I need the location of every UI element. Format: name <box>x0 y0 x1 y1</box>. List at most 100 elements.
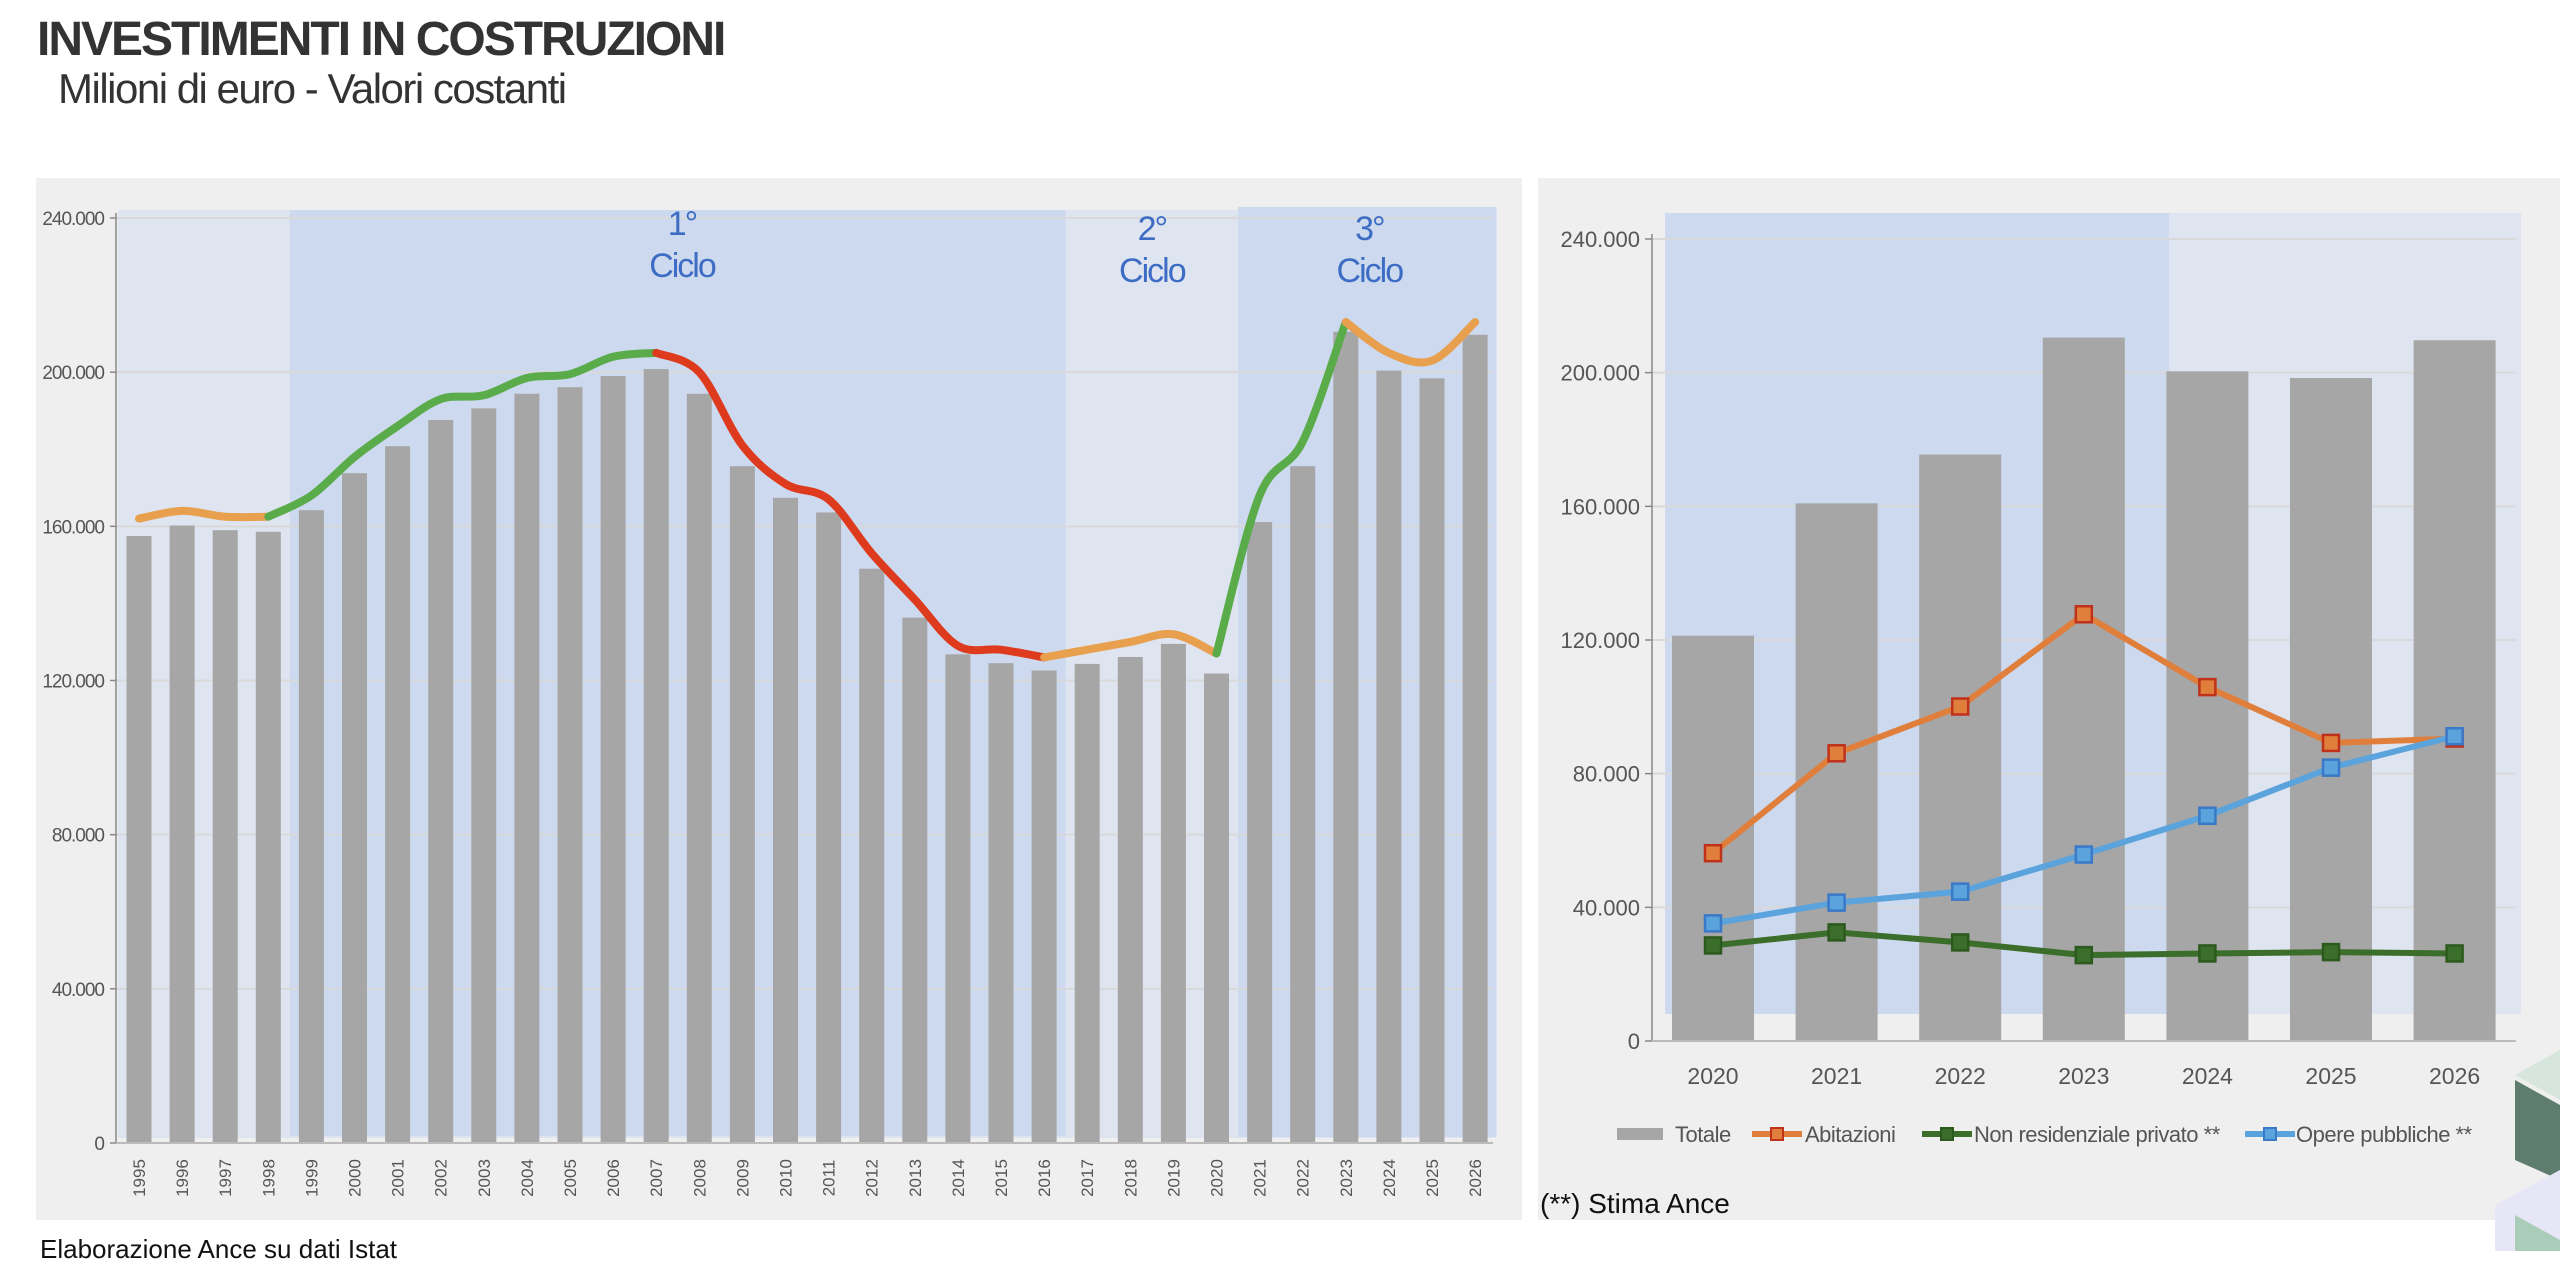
trend-segment-2020-2023 <box>1212 318 1350 658</box>
bar-2004 <box>514 393 540 1143</box>
y-tick-label: 0 <box>94 1134 104 1155</box>
x-tick-label: 2004 <box>518 1159 537 1197</box>
marker-point <box>2198 806 2217 826</box>
bar-2013 <box>902 617 928 1143</box>
bar-2017 <box>1074 663 1100 1143</box>
y-tick-label: 160.000 <box>1560 494 1640 519</box>
bar-1999 <box>298 510 324 1143</box>
bar-2018 <box>1117 656 1143 1143</box>
page-subtitle: Milioni di euro - Valori costanti <box>58 65 567 112</box>
x-tick-label: 2008 <box>690 1159 709 1197</box>
x-tick-label: 2020 <box>1687 1063 1738 1089</box>
bar-2007 <box>643 369 669 1143</box>
x-tick-label: 2012 <box>863 1159 882 1197</box>
x-tick-label: 1997 <box>216 1159 235 1197</box>
y-tick-label: 240.000 <box>1560 227 1640 252</box>
bar-1998 <box>255 531 281 1143</box>
bar-2006 <box>600 376 626 1143</box>
bar-2022 <box>1290 466 1316 1143</box>
bar-totale-2026 <box>2413 340 2496 1041</box>
x-tick-label: 2011 <box>820 1160 839 1197</box>
x-tick-label: 2026 <box>1466 1159 1485 1197</box>
y-tick-label: 200.000 <box>1560 361 1640 386</box>
bar-2016 <box>1031 670 1057 1143</box>
cycle-band <box>289 210 1066 1136</box>
bar-2021 <box>1247 522 1273 1143</box>
legend-label: Non residenziale privato ** <box>1974 1122 2221 1147</box>
x-tick-label: 2025 <box>2305 1063 2356 1089</box>
trend-segment-2023-2026 <box>1341 318 1480 367</box>
y-tick-label: 0 <box>1628 1029 1640 1054</box>
legend-label: Totale <box>1675 1122 1731 1147</box>
bar-2024 <box>1376 370 1402 1143</box>
cycle-band <box>1238 207 1497 1137</box>
bar-2002 <box>428 419 454 1143</box>
marker-point <box>1827 744 1846 763</box>
estimate-note: (**) Stima Ance <box>1540 1188 1730 1219</box>
y-tick-label: 40.000 <box>52 980 105 1001</box>
x-tick-label: 2005 <box>561 1159 580 1197</box>
trend-segment-1995-1998 <box>135 506 273 523</box>
x-tick-label: 2024 <box>1380 1159 1399 1197</box>
marker-point <box>2074 945 2094 965</box>
x-tick-label: 2019 <box>1164 1159 1183 1197</box>
marker-point <box>1703 914 1723 933</box>
x-tick-label: 2021 <box>1811 1063 1862 1089</box>
x-tick-label: 2025 <box>1423 1159 1442 1197</box>
y-tick-label: 80.000 <box>1573 762 1640 787</box>
bar-2005 <box>557 387 583 1144</box>
x-tick-label: 2020 <box>1208 1159 1227 1197</box>
x-tick-label: 2001 <box>389 1159 408 1197</box>
x-tick-label: 2022 <box>1935 1063 1986 1089</box>
y-tick-label: 40.000 <box>1573 895 1640 920</box>
marker-point <box>2074 845 2094 864</box>
x-tick-label: 2002 <box>432 1159 451 1197</box>
bar-2009 <box>729 466 755 1143</box>
x-tick-label: 2013 <box>906 1159 925 1197</box>
x-tick-label: 2014 <box>949 1159 968 1197</box>
y-tick-label: 120.000 <box>1560 628 1640 653</box>
legend-marker <box>1940 1127 1954 1141</box>
cycle-number: 1° <box>668 205 697 243</box>
y-tick-label: 80.000 <box>52 826 105 847</box>
marker-point <box>1950 882 1970 901</box>
x-tick-label: 2006 <box>604 1159 623 1197</box>
bar-totale-2025 <box>2290 378 2372 1042</box>
cycle-label: Ciclo <box>649 247 716 285</box>
bar-2003 <box>471 408 497 1143</box>
trend-segment-1998-2007 <box>264 348 661 521</box>
marker-point <box>1703 936 1723 955</box>
x-tick-label: 1999 <box>302 1159 321 1197</box>
marker-point <box>2445 726 2464 746</box>
x-tick-label: 1998 <box>259 1159 278 1197</box>
page-title: INVESTIMENTI IN COSTRUZIONI <box>37 13 726 66</box>
bar-totale-2020 <box>1672 635 1754 1041</box>
marker-point <box>2198 677 2217 697</box>
cycle-label: Ciclo <box>1337 252 1404 290</box>
bar-totale-2023 <box>2042 337 2125 1041</box>
bar-2014 <box>945 654 971 1143</box>
y-tick-label: 200.000 <box>42 363 104 384</box>
bar-2026 <box>1462 334 1488 1143</box>
bar-1995 <box>126 535 152 1143</box>
marker-point <box>1703 843 1723 863</box>
x-tick-label: 1996 <box>173 1159 192 1197</box>
marker-point <box>1950 697 1970 716</box>
x-tick-label: 2018 <box>1121 1159 1140 1197</box>
bar-2015 <box>988 663 1014 1143</box>
y-tick-label: 240.000 <box>42 209 104 230</box>
bar-2020 <box>1204 673 1229 1143</box>
bar-2000 <box>342 473 367 1143</box>
bar-2019 <box>1160 643 1186 1143</box>
x-tick-label: 2015 <box>992 1159 1011 1197</box>
x-tick-label: 2017 <box>1078 1159 1097 1197</box>
bar-2023 <box>1333 331 1359 1144</box>
bar-2010 <box>773 497 798 1143</box>
cycle-label: Ciclo <box>1119 252 1186 290</box>
bar-1997 <box>212 530 238 1143</box>
x-tick-label: 2010 <box>777 1159 796 1197</box>
source-note: Elaborazione Ance su dati Istat <box>40 1234 398 1264</box>
marker-point <box>2321 758 2341 777</box>
